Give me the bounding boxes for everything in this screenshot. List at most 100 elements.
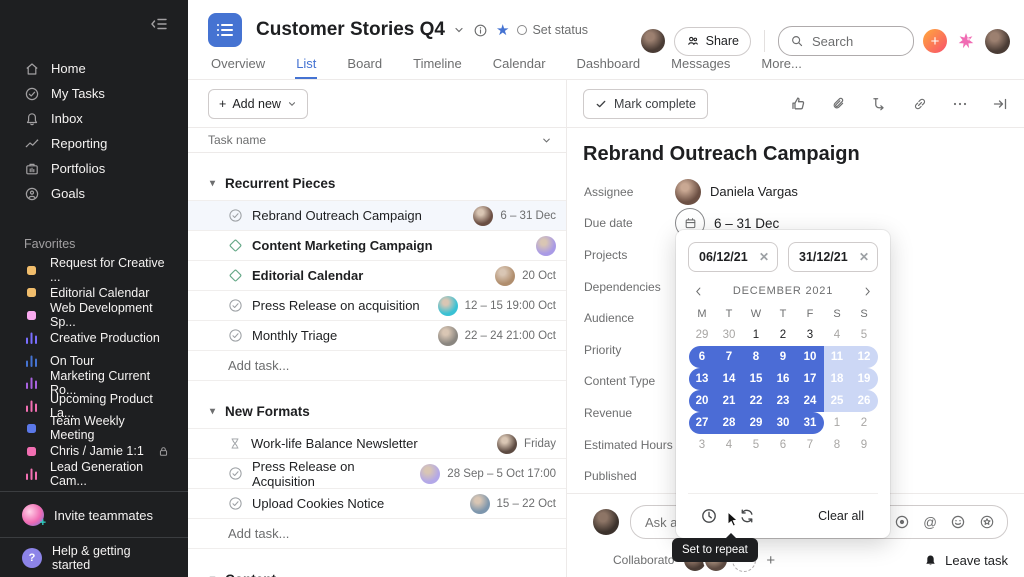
emoji-icon[interactable] (950, 514, 966, 530)
calendar-day[interactable]: 21 (715, 390, 743, 412)
calendar-day[interactable]: 15 (742, 368, 770, 390)
calendar-day[interactable]: 22 (742, 390, 770, 412)
calendar-day[interactable]: 8 (742, 346, 770, 368)
calendar-day[interactable]: 7 (715, 346, 743, 368)
calendar-day[interactable]: 27 (688, 412, 716, 434)
field-estimated-hours[interactable]: Estimated Hours (567, 429, 1024, 461)
sidebar-item-goals[interactable]: Goals (0, 181, 188, 206)
search-input[interactable]: Search (778, 26, 914, 56)
favorite-item-on-tour[interactable]: On Tour (0, 349, 188, 372)
favorite-item-lead-generation-cam[interactable]: Lead Generation Cam... (0, 460, 188, 488)
end-date-input[interactable]: 31/12/21 ✕ (788, 242, 878, 272)
user-avatar[interactable] (985, 28, 1010, 54)
field-revenue[interactable]: Revenue (567, 397, 1024, 429)
start-date-input[interactable]: 06/12/21 ✕ (688, 242, 778, 272)
calendar-day[interactable]: 29 (742, 412, 770, 434)
task-row[interactable]: Editorial Calendar 20 Oct (188, 260, 566, 290)
share-button[interactable]: Share (673, 26, 751, 56)
tab-board[interactable]: Board (347, 56, 383, 71)
calendar-day[interactable]: 23 (769, 390, 797, 412)
calendar-day[interactable]: 4 (725, 439, 733, 451)
invite-teammates-button[interactable]: Invite teammates (0, 491, 188, 538)
calendar-day[interactable]: 8 (833, 439, 841, 451)
plus-icon[interactable]: + (766, 551, 776, 569)
sidebar-item-reporting[interactable]: Reporting (0, 131, 188, 156)
column-header-task-name[interactable]: Task name (188, 128, 566, 153)
triangle-down-icon[interactable]: ▾ (210, 406, 216, 417)
field-projects[interactable]: Projects (567, 239, 1024, 271)
task-title[interactable]: Rebrand Outreach Campaign (583, 143, 860, 165)
task-row[interactable]: Work-life Balance Newsletter Friday (188, 428, 566, 458)
field-content-type[interactable]: Content Type (567, 366, 1024, 398)
set-to-repeat-icon[interactable] (738, 507, 756, 525)
calendar-day[interactable]: 1 (752, 329, 760, 341)
calendar-day[interactable]: 28 (715, 412, 743, 434)
calendar-day[interactable]: 5 (860, 329, 868, 341)
field-priority[interactable]: Priority (567, 334, 1024, 366)
clear-start-date-icon[interactable]: ✕ (758, 250, 769, 264)
due-time-icon[interactable] (700, 507, 718, 525)
calendar-day[interactable]: 26 (850, 390, 878, 412)
favorite-item-chris-jamie-1-1[interactable]: Chris / Jamie 1:1 (0, 440, 188, 463)
calendar-day[interactable]: 9 (860, 439, 868, 451)
task-row[interactable]: Rebrand Outreach Campaign 6 – 31 Dec (188, 200, 566, 230)
link-icon[interactable] (912, 96, 928, 112)
calendar-day[interactable]: 10 (796, 346, 824, 368)
next-month-icon[interactable] (862, 286, 873, 297)
calendar-day[interactable]: 20 (688, 390, 716, 412)
calendar-day[interactable]: 14 (715, 368, 743, 390)
leave-task-button[interactable]: Leave task (923, 553, 1008, 568)
info-icon[interactable] (473, 23, 488, 38)
calendar-day[interactable]: 30 (769, 412, 797, 434)
project-icon[interactable] (208, 13, 242, 47)
clear-end-date-icon[interactable]: ✕ (858, 250, 869, 264)
calendar-day[interactable]: 7 (806, 439, 814, 451)
task-row[interactable]: Content Marketing Campaign (188, 230, 566, 260)
calendar-day[interactable]: 1 (833, 417, 841, 429)
field-audience[interactable]: Audience (567, 302, 1024, 334)
add-task-row[interactable]: Add task... (188, 350, 566, 381)
favorite-item-creative-production[interactable]: Creative Production (0, 327, 188, 350)
tab-more[interactable]: More... (761, 56, 802, 71)
calendar-day[interactable]: 30 (722, 329, 736, 341)
clear-all-button[interactable]: Clear all (818, 509, 864, 523)
calendar-day[interactable]: 17 (796, 368, 824, 390)
calendar-day[interactable]: 18 (823, 368, 851, 390)
sidebar-item-portfolios[interactable]: Portfolios (0, 156, 188, 181)
attachment-icon[interactable] (831, 96, 847, 112)
triangle-down-icon[interactable]: ▾ (210, 178, 216, 189)
appreciation-icon[interactable] (979, 514, 995, 530)
section-header[interactable]: ▾ New Formats (188, 391, 566, 428)
calendar-day[interactable]: 3 (806, 329, 814, 341)
mention-icon[interactable]: @ (923, 514, 937, 530)
favorite-item-request-for-creative[interactable]: Request for Creative ... (0, 256, 188, 284)
sidebar-item-inbox[interactable]: Inbox (0, 106, 188, 131)
set-status-button[interactable]: Set status (517, 23, 588, 37)
sidebar-item-home[interactable]: Home (0, 56, 188, 81)
subtasks-icon[interactable] (871, 95, 888, 112)
add-task-row[interactable]: Add task... (188, 518, 566, 549)
field-published[interactable]: Published (567, 460, 1024, 492)
mark-complete-button[interactable]: Mark complete (583, 88, 708, 119)
task-row[interactable]: Press Release on acquisition 12 – 15 19:… (188, 290, 566, 320)
calendar-day[interactable]: 5 (752, 439, 760, 451)
calendar-day[interactable]: 19 (850, 368, 878, 390)
calendar-day[interactable]: 12 (850, 346, 878, 368)
tab-calendar[interactable]: Calendar (492, 56, 546, 71)
like-icon[interactable] (790, 95, 807, 112)
field-dependencies[interactable]: Dependencies (567, 271, 1024, 303)
tab-list[interactable]: List (295, 50, 318, 79)
help-button[interactable]: ? Help & getting started (0, 537, 188, 577)
section-header[interactable]: ▾ Recurrent Pieces (188, 163, 566, 200)
calendar-day[interactable]: 2 (779, 329, 787, 341)
tab-timeline[interactable]: Timeline (413, 56, 462, 71)
favorite-item-upcoming-product-la[interactable]: Upcoming Product La... (0, 392, 188, 420)
task-row[interactable]: Press Release on Acquisition 28 Sep – 5 … (188, 458, 566, 489)
favorite-star-icon[interactable]: ★ (496, 21, 510, 39)
task-row[interactable]: Monthly Triage 22 – 24 21:00 Oct (188, 320, 566, 350)
tab-overview[interactable]: Overview (211, 56, 266, 71)
collapse-pane-icon[interactable] (992, 96, 1008, 112)
member-avatar[interactable] (640, 29, 665, 53)
chevron-down-icon[interactable] (541, 135, 552, 146)
chevron-down-icon[interactable] (453, 24, 465, 36)
